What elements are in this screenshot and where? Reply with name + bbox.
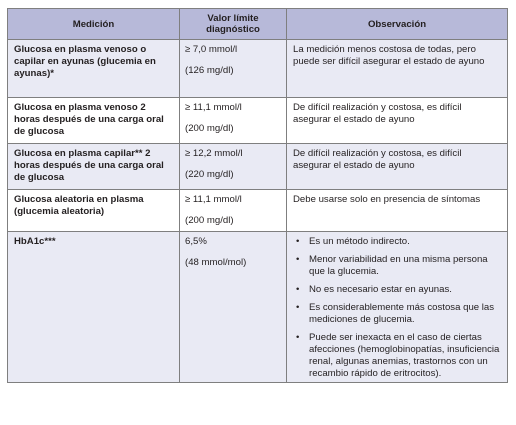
valor-mmolmol: (48 mmol/mol) — [185, 257, 247, 268]
cell-medicion: Glucosa en plasma venoso o capilar en ay… — [7, 39, 180, 98]
bullet-text: No es necesario estar en ayunas. — [309, 284, 452, 295]
cell-medicion: Glucosa aleatoria en plasma (glucemia al… — [7, 189, 180, 232]
header-valor-line1: Valor límite — [207, 13, 259, 24]
valor-mmol: ≥ 11,1 mmol/l — [185, 194, 242, 205]
list-item: • Es un método indirecto. — [293, 236, 501, 248]
list-item: • Puede ser inexacta en el caso de cierta… — [293, 332, 501, 380]
bullet-icon: • — [296, 254, 300, 265]
valor-mmol: ≥ 12,2 mmol/l — [185, 148, 243, 159]
valor-mmol: ≥ 11,1 mmol/l — [185, 102, 242, 113]
cell-observacion: La medición menos costosa de todas, pero… — [286, 39, 508, 98]
bullet-icon: • — [296, 332, 300, 343]
list-item: • Menor variabilidad en una misma persona… — [293, 254, 501, 278]
cell-valor: ≥ 12,2 mmol/l (220 mg/dl) — [179, 143, 287, 190]
valor-percent: 6,5% — [185, 236, 207, 247]
cell-valor: 6,5% (48 mmol/mol) — [179, 231, 287, 383]
cell-medicion: Glucosa en plasma venoso 2 horas después… — [7, 97, 180, 144]
table-row: Glucosa aleatoria en plasma (glucemia al… — [7, 189, 508, 232]
cell-valor: ≥ 11,1 mmol/l (200 mg/dl) — [179, 189, 287, 232]
list-item: • Es considerablemente más costosa que la… — [293, 302, 501, 326]
header-medicion: Medición — [7, 8, 180, 40]
list-item: • No es necesario estar en ayunas. — [293, 284, 501, 296]
valor-mgdl: (126 mg/dl) — [185, 65, 234, 76]
table-header-row: Medición Valor límite diagnóstico Observ… — [7, 8, 508, 40]
valor-mgdl: (200 mg/dl) — [185, 215, 234, 226]
header-observacion: Observación — [286, 8, 508, 40]
cell-medicion: HbA1c*** — [7, 231, 180, 383]
cell-medicion: Glucosa en plasma capilar** 2 horas desp… — [7, 143, 180, 190]
cell-observacion: • Es un método indirecto. • Menor variabil… — [286, 231, 508, 383]
cell-observacion: De difícil realización y costosa, es dif… — [286, 143, 508, 190]
valor-mgdl: (220 mg/dl) — [185, 169, 234, 180]
diagnostic-criteria-table-container: Medición Valor límite diagnóstico Observ… — [7, 8, 508, 418]
header-valor-limite: Valor límite diagnóstico — [179, 8, 287, 40]
bullet-icon: • — [296, 236, 300, 247]
observacion-bullet-list: • Es un método indirecto. • Menor variabil… — [293, 236, 501, 380]
diagnostic-criteria-table: Medición Valor límite diagnóstico Observ… — [7, 8, 508, 383]
bullet-text: Es considerablemente más costosa que las… — [309, 302, 495, 325]
bullet-icon: • — [296, 302, 300, 313]
bullet-text: Puede ser inexacta en el caso de ciertas… — [309, 332, 500, 379]
valor-mgdl: (200 mg/dl) — [185, 123, 234, 134]
cell-observacion: Debe usarse solo en presencia de síntoma… — [286, 189, 508, 232]
cell-valor: ≥ 11,1 mmol/l (200 mg/dl) — [179, 97, 287, 144]
header-valor-line2: diagnóstico — [206, 24, 260, 35]
valor-mmol: ≥ 7,0 mmol/l — [185, 44, 238, 55]
bullet-icon: • — [296, 284, 300, 295]
table-row: Glucosa en plasma venoso 2 horas después… — [7, 97, 508, 144]
cell-valor: ≥ 7,0 mmol/l (126 mg/dl) — [179, 39, 287, 98]
table-row: Glucosa en plasma capilar** 2 horas desp… — [7, 143, 508, 190]
bullet-text: Es un método indirecto. — [309, 236, 410, 247]
table-row: HbA1c*** 6,5% (48 mmol/mol) • Es un métod… — [7, 231, 508, 383]
table-row: Glucosa en plasma venoso o capilar en ay… — [7, 39, 508, 98]
bullet-text: Menor variabilidad en una misma persona … — [309, 254, 488, 277]
cell-observacion: De difícil realización y costosa, es dif… — [286, 97, 508, 144]
